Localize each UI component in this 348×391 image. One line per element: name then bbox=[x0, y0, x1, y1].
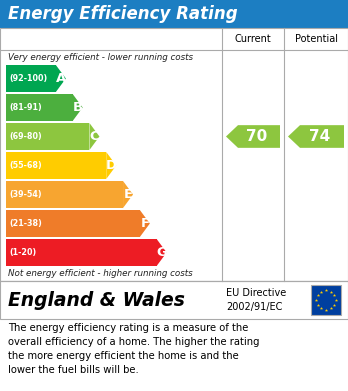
Text: (1-20): (1-20) bbox=[9, 248, 36, 257]
Polygon shape bbox=[157, 239, 167, 266]
Polygon shape bbox=[140, 210, 150, 237]
Bar bbox=[6, 94, 73, 121]
Text: (92-100): (92-100) bbox=[9, 74, 47, 83]
Bar bbox=[6, 152, 106, 179]
Bar bbox=[0, 0, 348, 28]
Text: England & Wales: England & Wales bbox=[8, 291, 185, 310]
Bar bbox=[0, 28, 348, 281]
Text: B: B bbox=[73, 101, 83, 114]
Bar bbox=[0, 281, 348, 319]
Text: 74: 74 bbox=[309, 129, 331, 144]
Text: (55-68): (55-68) bbox=[9, 161, 42, 170]
Polygon shape bbox=[123, 181, 133, 208]
Text: D: D bbox=[106, 159, 117, 172]
Text: Energy Efficiency Rating: Energy Efficiency Rating bbox=[8, 5, 238, 23]
Polygon shape bbox=[106, 152, 116, 179]
Text: (21-38): (21-38) bbox=[9, 219, 42, 228]
Text: F: F bbox=[140, 217, 149, 230]
Text: 70: 70 bbox=[246, 129, 268, 144]
Bar bbox=[6, 123, 89, 150]
Polygon shape bbox=[288, 125, 344, 148]
Polygon shape bbox=[73, 94, 82, 121]
Text: E: E bbox=[124, 188, 133, 201]
Text: Not energy efficient - higher running costs: Not energy efficient - higher running co… bbox=[8, 269, 193, 278]
Bar bbox=[311, 285, 341, 315]
Text: Current: Current bbox=[235, 34, 271, 44]
Text: A: A bbox=[56, 72, 66, 85]
Text: EU Directive
2002/91/EC: EU Directive 2002/91/EC bbox=[226, 288, 286, 312]
Text: The energy efficiency rating is a measure of the
overall efficiency of a home. T: The energy efficiency rating is a measur… bbox=[8, 323, 260, 375]
Polygon shape bbox=[56, 65, 66, 92]
Bar bbox=[6, 65, 56, 92]
Polygon shape bbox=[89, 123, 100, 150]
Bar bbox=[6, 210, 140, 237]
Text: (81-91): (81-91) bbox=[9, 103, 42, 112]
Text: (39-54): (39-54) bbox=[9, 190, 42, 199]
Bar bbox=[6, 181, 123, 208]
Text: (69-80): (69-80) bbox=[9, 132, 42, 141]
Text: G: G bbox=[156, 246, 167, 259]
Bar bbox=[6, 239, 157, 266]
Text: Potential: Potential bbox=[294, 34, 338, 44]
Polygon shape bbox=[226, 125, 280, 148]
Text: Very energy efficient - lower running costs: Very energy efficient - lower running co… bbox=[8, 52, 193, 61]
Text: C: C bbox=[90, 130, 99, 143]
